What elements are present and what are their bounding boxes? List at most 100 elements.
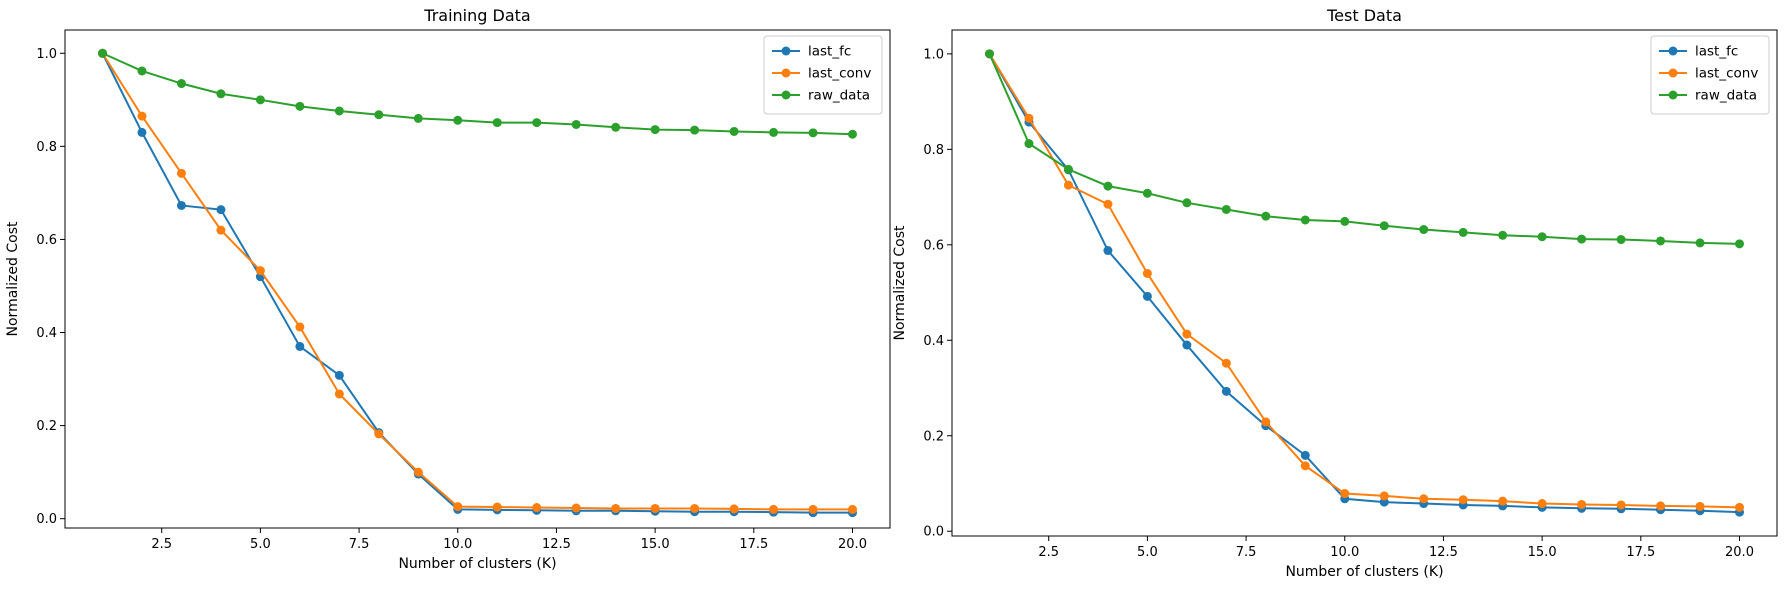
series-last-fc <box>985 49 1744 517</box>
series-last-conv <box>985 49 1744 512</box>
x-tick-label: 2.5 <box>1038 545 1059 560</box>
plot-area-frame <box>951 29 1778 537</box>
legend-swatch-marker <box>781 90 791 100</box>
data-point <box>334 370 344 380</box>
data-point <box>492 118 502 128</box>
data-point <box>137 111 147 121</box>
series-raw-data <box>985 49 1744 249</box>
legend: last_fc last_conv raw_data <box>1650 35 1770 115</box>
data-point <box>1024 139 1034 149</box>
data-point <box>413 113 423 123</box>
x-tick-label: 10.0 <box>443 537 472 552</box>
legend-swatch-marker <box>1668 46 1678 56</box>
data-point <box>611 122 621 132</box>
data-point <box>1300 215 1310 225</box>
data-point <box>1695 238 1705 248</box>
data-point <box>1458 495 1468 505</box>
legend-swatch-marker <box>1668 68 1678 78</box>
data-point <box>255 95 265 105</box>
y-axis-label: Normalized Cost <box>5 221 21 336</box>
series-line <box>102 52 853 136</box>
data-point <box>650 503 660 513</box>
series-line <box>988 53 1740 245</box>
data-point <box>1182 329 1192 339</box>
data-point <box>1103 181 1113 191</box>
data-point <box>1537 232 1547 242</box>
data-point <box>334 106 344 116</box>
series-raw-data <box>98 48 857 139</box>
y-axis-label: Normalized Cost <box>892 225 908 340</box>
legend-entry-last-fc: last_fc <box>772 44 851 60</box>
y-tick-label: 0.4 <box>36 326 57 341</box>
legend-label: last_fc <box>808 44 851 60</box>
series-last-conv <box>98 48 857 514</box>
data-point <box>532 118 542 128</box>
data-point <box>808 504 818 514</box>
data-point <box>1577 234 1587 244</box>
data-point <box>413 467 423 477</box>
x-tick-label: 2.5 <box>151 537 172 552</box>
data-point <box>690 503 700 513</box>
x-tick-label: 7.5 <box>1236 545 1257 560</box>
data-point <box>295 101 305 111</box>
x-tick-label: 20.0 <box>1725 545 1754 560</box>
legend-label: last_conv <box>1695 66 1758 82</box>
series-line <box>988 53 1740 509</box>
data-point <box>1695 501 1705 511</box>
legend-entry-last-conv: last_conv <box>1659 66 1758 82</box>
data-point <box>453 115 463 125</box>
data-point <box>137 66 147 76</box>
legend-swatch-marker <box>781 68 791 78</box>
data-point <box>176 79 186 89</box>
data-point <box>176 200 186 210</box>
data-point <box>1616 500 1626 510</box>
legend-label: last_conv <box>808 66 871 82</box>
data-point <box>1221 204 1231 214</box>
data-point <box>1498 496 1508 506</box>
data-point <box>1261 211 1271 221</box>
data-point <box>1616 235 1626 245</box>
data-point <box>1261 417 1271 427</box>
chart-panel-2: 2.5 5.0 7.5 10.0 12.5 15.0 17.5 20.0 0.0 0.2 0.4 0.… <box>892 6 1778 580</box>
x-axis-label: Number of clusters (K) <box>398 556 556 572</box>
data-point <box>255 266 265 276</box>
data-point <box>137 127 147 137</box>
legend-swatch-marker <box>1668 90 1678 100</box>
x-axis-label: Number of clusters (K) <box>1285 564 1443 580</box>
data-point <box>1379 221 1389 231</box>
chart-panel-1: 2.5 5.0 7.5 10.0 12.5 15.0 17.5 20.0 0.0 0.2 0.4 0.… <box>5 6 891 572</box>
data-point <box>769 504 779 514</box>
data-point <box>1379 491 1389 501</box>
data-point <box>334 389 344 399</box>
data-point <box>611 503 621 513</box>
data-point <box>1103 246 1113 256</box>
series-line <box>101 52 853 511</box>
data-point <box>1537 499 1547 509</box>
data-point <box>216 89 226 99</box>
x-tick-label: 17.5 <box>739 537 768 552</box>
y-tick-label: 1.0 <box>36 47 57 62</box>
x-tick-label: 12.5 <box>542 537 571 552</box>
data-point <box>1103 199 1113 209</box>
data-point <box>690 125 700 135</box>
plot-area-frame <box>64 29 891 529</box>
chart-title: Training Data <box>423 6 530 25</box>
data-point <box>1182 340 1192 350</box>
legend-entry-raw-data: raw_data <box>1659 88 1757 104</box>
data-point <box>729 126 739 136</box>
data-point <box>571 119 581 129</box>
series-last-fc <box>98 48 857 518</box>
y-tick-label: 0.0 <box>36 512 57 527</box>
data-point <box>650 125 660 135</box>
y-tick-label: 0.8 <box>36 140 57 155</box>
data-point <box>1419 225 1429 235</box>
x-tick-label: 5.0 <box>250 537 271 552</box>
data-point <box>492 502 502 512</box>
y-tick-label: 0.2 <box>36 419 57 434</box>
data-point <box>1340 489 1350 499</box>
data-point <box>1142 291 1152 301</box>
legend-entry-last-fc: last_fc <box>1659 44 1738 60</box>
legend-label: raw_data <box>1695 88 1757 104</box>
data-point <box>1379 497 1389 507</box>
